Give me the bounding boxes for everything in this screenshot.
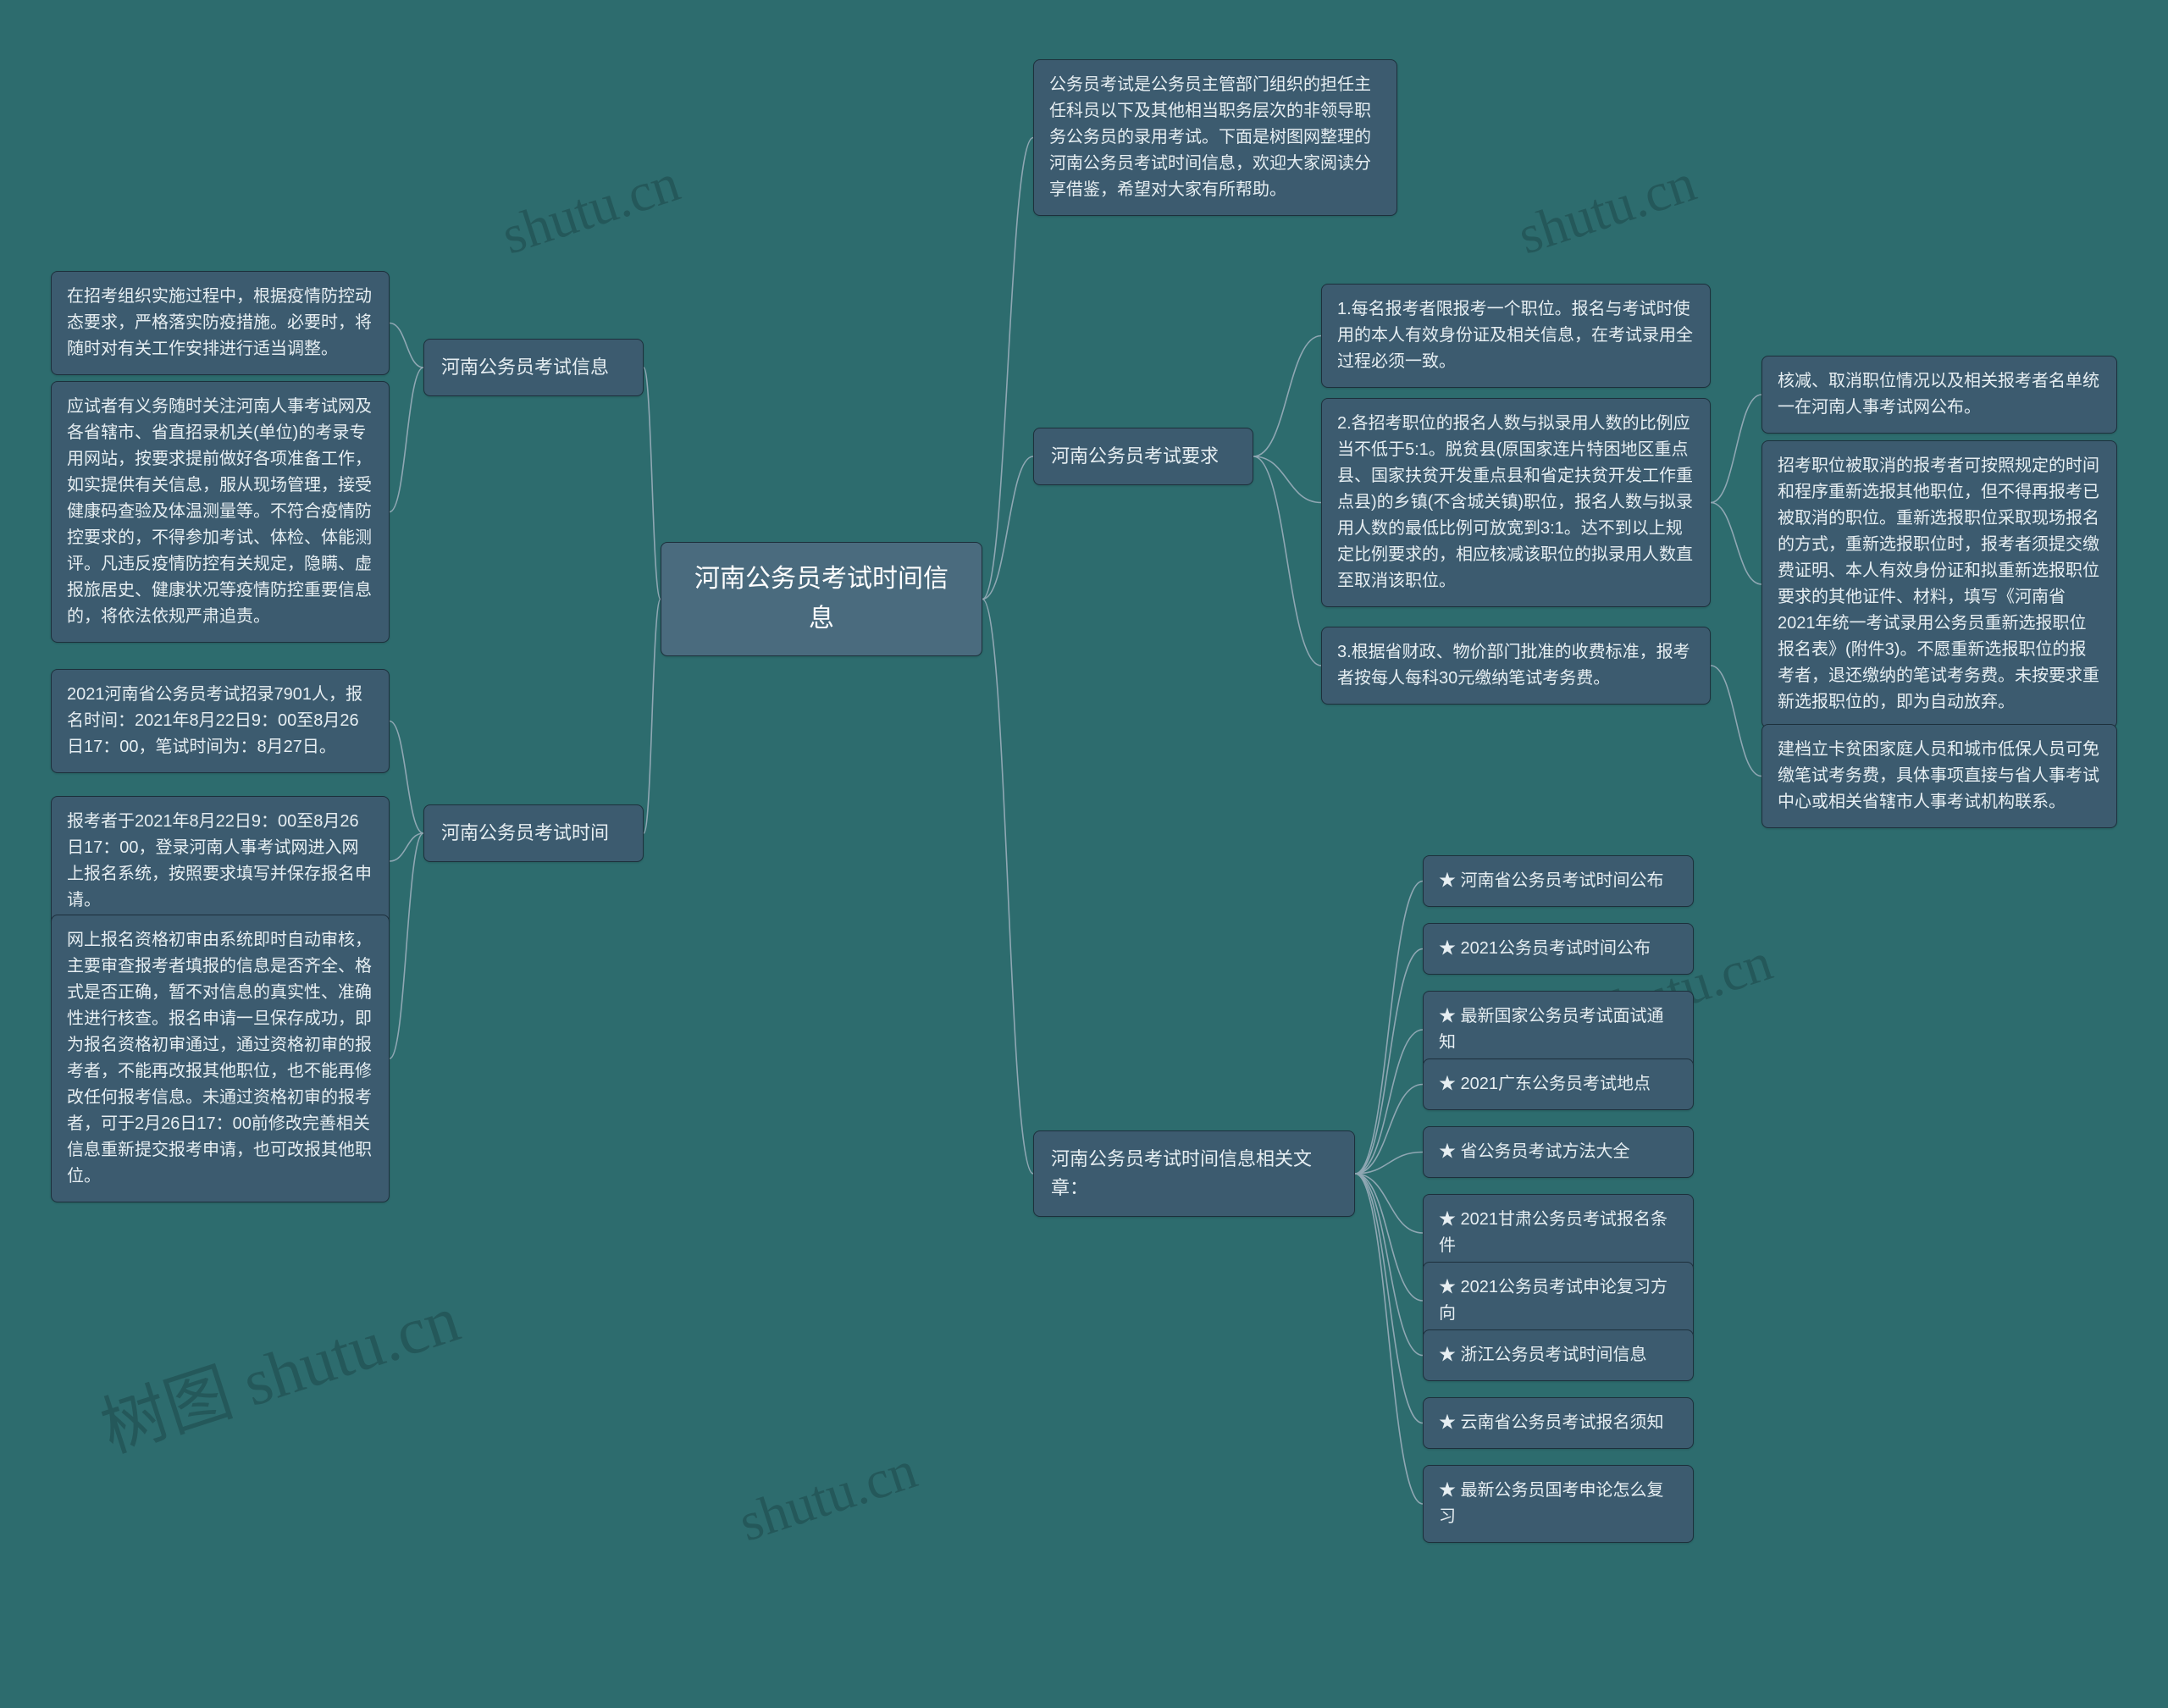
leaf-node[interactable]: 核减、取消职位情况以及相关报考者名单统一在河南人事考试网公布。 <box>1762 356 2117 434</box>
leaf-node[interactable]: 2021河南省公务员考试招录7901人，报名时间：2021年8月22日9：00至… <box>51 669 390 773</box>
leaf-node[interactable]: ★ 最新公务员国考申论怎么复习 <box>1423 1465 1694 1543</box>
leaf-node[interactable]: ★ 浙江公务员考试时间信息 <box>1423 1329 1694 1381</box>
branch-node[interactable]: 公务员考试是公务员主管部门组织的担任主任科员以下及其他相当职务层次的非领导职务公… <box>1033 59 1397 216</box>
branch-node[interactable]: 河南公务员考试时间信息相关文章： <box>1033 1130 1355 1217</box>
leaf-node[interactable]: ★ 2021公务员考试申论复习方向 <box>1423 1262 1694 1340</box>
leaf-node[interactable]: ★ 2021广东公务员考试地点 <box>1423 1059 1694 1110</box>
watermark: shutu.cn <box>732 1439 924 1555</box>
leaf-node[interactable]: 2.各招考职位的报名人数与拟录用人数的比例应当不低于5:1。脱贫县(原国家连片特… <box>1321 398 1711 607</box>
leaf-node[interactable]: 报考者于2021年8月22日9：00至8月26日17：00，登录河南人事考试网进… <box>51 796 390 926</box>
leaf-node[interactable]: 1.每名报考者限报考一个职位。报名与考试时使用的本人有效身份证及相关信息，在考试… <box>1321 284 1711 388</box>
watermark: shutu.cn <box>1511 152 1703 268</box>
branch-node[interactable]: 河南公务员考试时间 <box>423 804 644 862</box>
leaf-node[interactable]: 网上报名资格初审由系统即时自动审核，主要审查报考者填报的信息是否齐全、格式是否正… <box>51 915 390 1202</box>
leaf-node[interactable]: ★ 省公务员考试方法大全 <box>1423 1126 1694 1178</box>
branch-node[interactable]: 河南公务员考试信息 <box>423 339 644 396</box>
leaf-node[interactable]: ★ 河南省公务员考试时间公布 <box>1423 855 1694 907</box>
branch-node[interactable]: 河南公务员考试要求 <box>1033 428 1253 485</box>
leaf-node[interactable]: ★ 2021公务员考试时间公布 <box>1423 923 1694 975</box>
watermark: shutu.cn <box>495 152 687 268</box>
leaf-node[interactable]: 在招考组织实施过程中，根据疫情防控动态要求，严格落实防疫措施。必要时，将随时对有… <box>51 271 390 375</box>
watermark: 树图 shutu.cn <box>87 1266 469 1471</box>
root-node[interactable]: 河南公务员考试时间信息 <box>661 542 982 656</box>
mindmap-canvas: shutu.cnshutu.cn树图 shutu.cnshutu.cnshutu… <box>0 0 2168 1708</box>
leaf-node[interactable]: ★ 2021甘肃公务员考试报名条件 <box>1423 1194 1694 1272</box>
leaf-node[interactable]: 招考职位被取消的报考者可按照规定的时间和程序重新选报其他职位，但不得再报考已被取… <box>1762 440 2117 728</box>
leaf-node[interactable]: ★ 云南省公务员考试报名须知 <box>1423 1397 1694 1449</box>
leaf-node[interactable]: ★ 最新国家公务员考试面试通知 <box>1423 991 1694 1069</box>
leaf-node[interactable]: 应试者有义务随时关注河南人事考试网及各省辖市、省直招录机关(单位)的考录专用网站… <box>51 381 390 643</box>
leaf-node[interactable]: 3.根据省财政、物价部门批准的收费标准，报考者按每人每科30元缴纳笔试考务费。 <box>1321 627 1711 705</box>
leaf-node[interactable]: 建档立卡贫困家庭人员和城市低保人员可免缴笔试考务费，具体事项直接与省人事考试中心… <box>1762 724 2117 828</box>
